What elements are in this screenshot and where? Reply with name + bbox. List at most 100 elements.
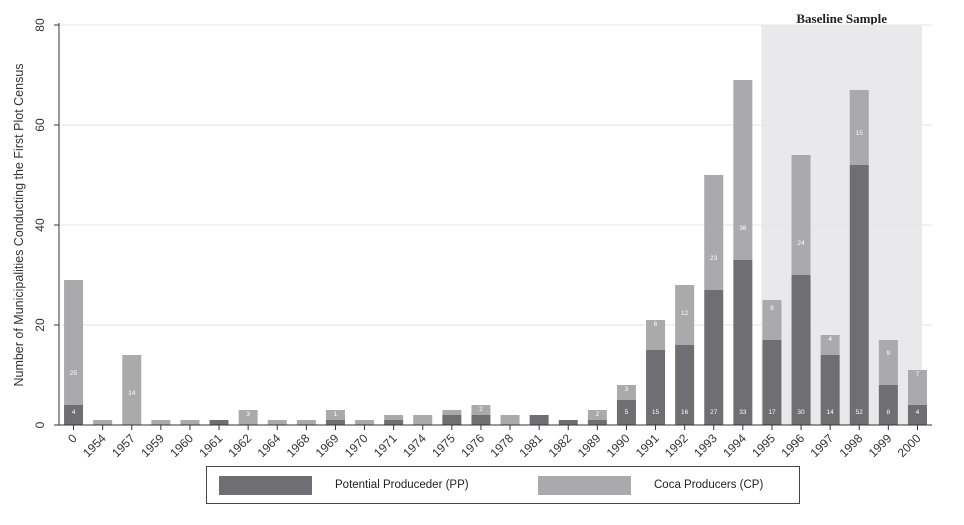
bar-pp-1982	[558, 420, 578, 425]
data-label-pp: 17	[768, 409, 776, 416]
data-label-cp: 14	[128, 390, 136, 397]
bar-cp-1997	[820, 335, 840, 355]
bar-cp-1990	[616, 385, 636, 400]
bar-cp-1996	[791, 155, 811, 275]
x-tick-label: 1959	[138, 431, 167, 460]
data-label-pp: 15	[652, 409, 660, 416]
data-label-cp: 9	[887, 350, 891, 357]
bar-cp-0	[64, 280, 84, 405]
x-tick-label: 1969	[313, 431, 342, 460]
data-label-cp: 25	[70, 370, 78, 377]
bar-pp-1992	[675, 345, 695, 425]
y-tick-label: 60	[33, 118, 47, 132]
y-tick-label: 20	[33, 318, 47, 332]
x-tick-label: 1978	[487, 431, 516, 460]
bar-cp-1971	[384, 415, 404, 420]
bar-cp-1954	[93, 420, 113, 425]
y-axis-title: Number of Municipalities Conducting the …	[6, 25, 32, 425]
x-tick-label: 1982	[546, 431, 575, 460]
bar-cp-1957	[122, 355, 142, 425]
data-label-pp: 4	[72, 409, 76, 416]
data-label-cp: 15	[856, 130, 864, 137]
x-tick-label: 1981	[516, 431, 545, 460]
x-tick-label: 1990	[604, 431, 633, 460]
data-label-cp: 4	[828, 336, 832, 343]
bar-cp-2000	[907, 370, 927, 405]
bar-pp-1993	[704, 290, 724, 425]
data-label-pp: 8	[887, 409, 891, 416]
data-label-cp: 1	[334, 411, 338, 418]
data-label-cp: 23	[710, 255, 718, 262]
bar-pp-1990	[616, 400, 636, 425]
bar-cp-1976	[471, 405, 491, 415]
bar-cp-1992	[675, 285, 695, 345]
legend-swatch-pp	[219, 476, 312, 495]
data-label-pp: 14	[827, 409, 835, 416]
bar-cp-1994	[733, 80, 753, 260]
y-tick-label: 80	[33, 18, 47, 32]
legend-label-cp: Coca Producers (CP)	[654, 479, 764, 491]
x-tick-label: 1974	[400, 431, 429, 460]
data-label-cp: 2	[479, 406, 483, 413]
x-tick-label: 2000	[895, 431, 924, 460]
bar-cp-1968	[296, 420, 316, 425]
bar-cp-1962	[238, 410, 258, 425]
y-axis-title-text: Number of Municipalities Conducting the …	[12, 63, 26, 387]
bar-cp-1970	[355, 420, 375, 425]
x-tick-label: 1970	[342, 431, 371, 460]
data-label-cp: 3	[625, 386, 629, 393]
data-label-cp: 3	[246, 411, 250, 418]
x-tick-label: 1997	[807, 431, 836, 460]
data-label-pp: 27	[710, 409, 718, 416]
bar-cp-1975	[442, 410, 462, 415]
data-label-pp: 33	[739, 409, 747, 416]
bar-pp-1961	[209, 420, 229, 425]
bar-cp-1995	[762, 300, 782, 340]
bar-pp-1975	[442, 415, 462, 425]
x-tick-label: 0	[65, 431, 80, 446]
bar-pp-1999	[878, 385, 898, 425]
data-label-pp: 5	[625, 409, 629, 416]
bar-cp-1959	[151, 420, 171, 425]
bar-pp-1989	[587, 420, 607, 425]
x-tick-label: 1971	[371, 431, 400, 460]
x-tick-label: 1992	[662, 431, 691, 460]
x-tick-label: 1964	[255, 431, 284, 460]
legend-swatch-cp	[538, 476, 631, 495]
x-tick-label: 1989	[575, 431, 604, 460]
data-label-pp: 16	[681, 409, 689, 416]
bar-cp-1991	[646, 320, 666, 350]
data-label-cp: 6	[654, 321, 658, 328]
x-tick-label: 1993	[691, 431, 720, 460]
bar-cp-1998	[849, 90, 869, 165]
bar-pp-1998	[849, 165, 869, 425]
data-label-pp: 30	[797, 409, 805, 416]
bar-pp-1997	[820, 355, 840, 425]
x-tick-label: 1999	[866, 431, 895, 460]
x-tick-label: 1995	[749, 431, 778, 460]
bar-cp-1993	[704, 175, 724, 290]
bar-cp-1999	[878, 340, 898, 385]
x-tick-label: 1976	[458, 431, 487, 460]
y-tick-label: 40	[33, 218, 47, 232]
baseline-sample-label: Baseline Sample	[796, 11, 887, 26]
x-tick-label: 1998	[837, 431, 866, 460]
data-label-cp: 36	[739, 225, 747, 232]
data-label-pp: 4	[916, 409, 920, 416]
x-tick-label: 1968	[284, 431, 313, 460]
x-tick-label: 1994	[720, 431, 749, 460]
x-tick-label: 1975	[429, 431, 458, 460]
bar-pp-1971	[384, 420, 404, 425]
data-label-cp: 24	[797, 240, 805, 247]
x-tick-label: 1961	[196, 431, 225, 460]
data-label-pp: 52	[856, 409, 864, 416]
x-tick-label: 1991	[633, 431, 662, 460]
legend-label-pp: Potential Produceder (PP)	[335, 479, 469, 491]
bar-pp-1969	[325, 420, 345, 425]
data-label-cp: 12	[681, 310, 689, 317]
bar-cp-1978	[500, 415, 520, 425]
bar-pp-0	[64, 405, 84, 425]
x-tick-label: 1996	[778, 431, 807, 460]
